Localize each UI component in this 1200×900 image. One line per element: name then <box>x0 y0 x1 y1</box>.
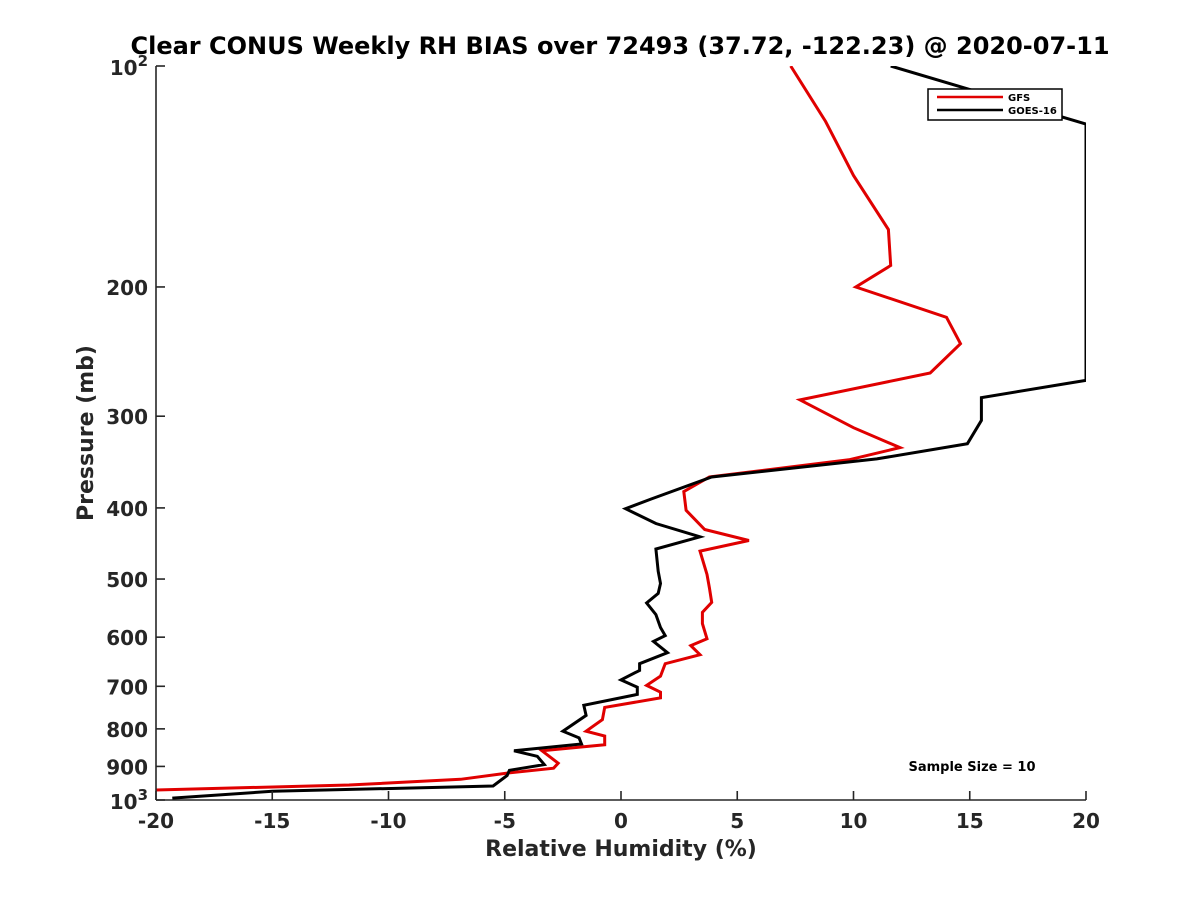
chart-title: Clear CONUS Weekly RH BIAS over 72493 (3… <box>130 32 1109 60</box>
sample-size-annotation: Sample Size = 10 <box>908 760 1035 775</box>
y-tick-label: 900 <box>106 755 148 779</box>
y-tick-label: 300 <box>106 405 148 429</box>
x-tick-label: 10 <box>840 809 868 833</box>
y-tick-label: 500 <box>106 568 148 592</box>
series-line-goes-16 <box>172 66 1086 800</box>
x-tick-label: -20 <box>138 809 174 833</box>
x-tick-label: 20 <box>1072 809 1100 833</box>
series-layer <box>156 66 1086 800</box>
x-tick-label: -15 <box>254 809 290 833</box>
series-line-gfs <box>156 66 963 792</box>
legend-label-goes16: GOES-16 <box>1008 106 1057 117</box>
y-tick-label: 200 <box>106 276 148 300</box>
y-tick-label: 800 <box>106 718 148 742</box>
plot-background <box>156 66 1086 800</box>
legend-label-gfs: GFS <box>1008 93 1030 104</box>
y-tick-label: 700 <box>106 675 148 699</box>
y-tick-label: 600 <box>106 626 148 650</box>
x-axis-label: Relative Humidity (%) <box>485 837 757 862</box>
y-tick-label: 102 <box>110 52 148 80</box>
x-tick-label: 5 <box>730 809 744 833</box>
x-axis-ticks: -20 -15 -10 -5 0 5 10 15 20 <box>138 791 1100 833</box>
legend: GFS GOES-16 <box>927 88 1063 121</box>
y-tick-label: 103 <box>110 786 148 814</box>
legend-box <box>927 88 1063 121</box>
x-tick-label: -5 <box>494 809 516 833</box>
y-axis-label: Pressure (mb) <box>74 345 99 521</box>
y-tick-label: 400 <box>106 497 148 521</box>
x-tick-label: -10 <box>370 809 406 833</box>
x-tick-label: 0 <box>614 809 628 833</box>
y-axis-ticks: 102 200 300 400 500 600 700 800 900 103 <box>106 52 165 814</box>
x-tick-label: 15 <box>956 809 984 833</box>
plot-area <box>155 66 1086 801</box>
